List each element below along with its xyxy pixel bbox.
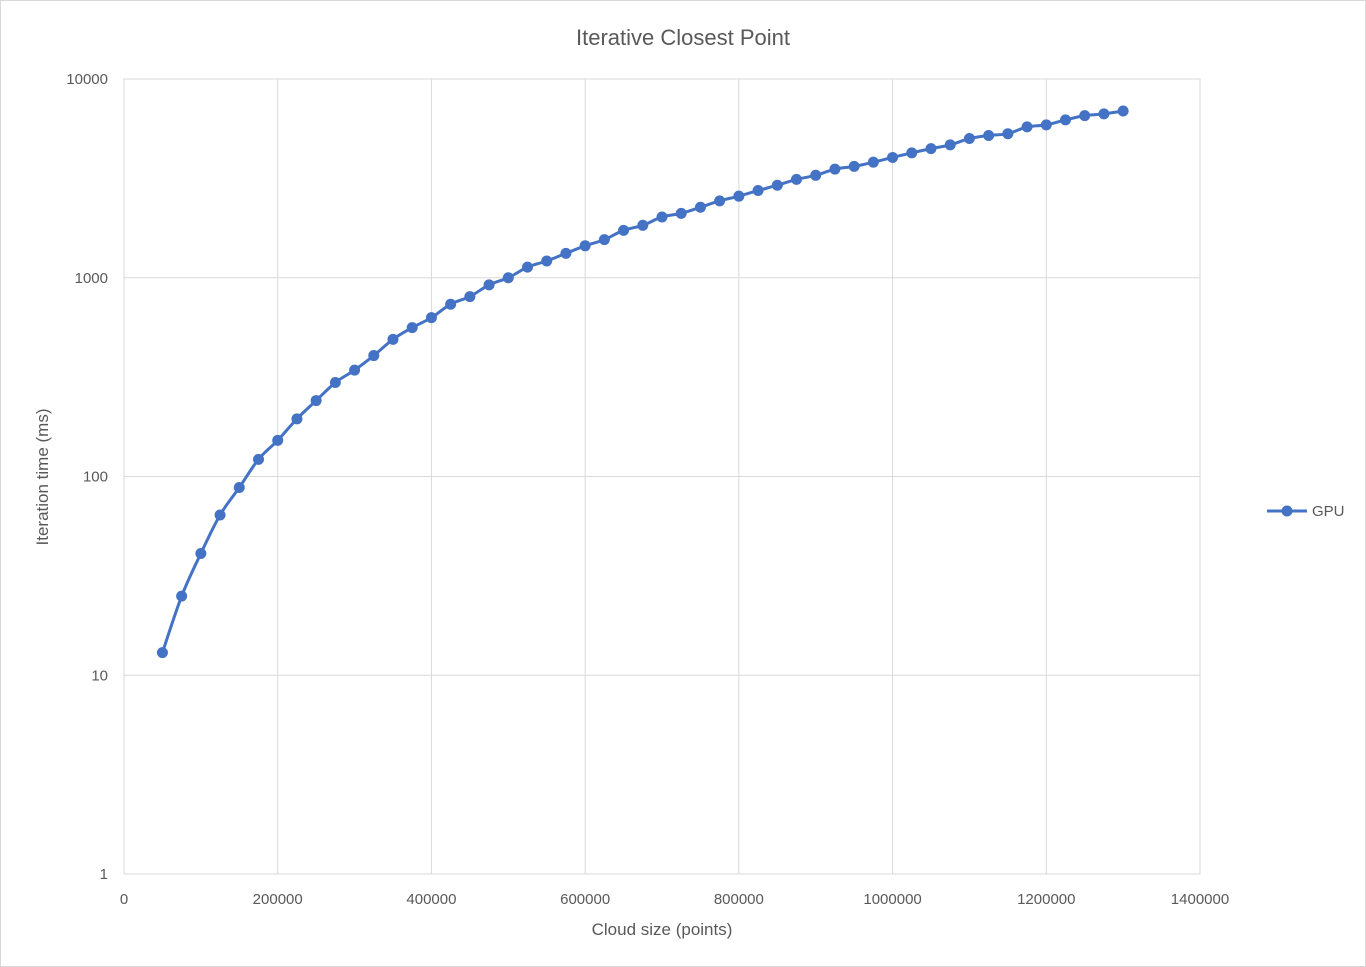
data-point [598, 234, 610, 246]
data-point [253, 453, 264, 465]
chart-title: Iterative Closest Point [576, 25, 790, 50]
data-point [156, 647, 168, 659]
x-tick-label: 600000 [560, 891, 610, 908]
data-point [406, 322, 418, 334]
grid-layer [123, 78, 1201, 875]
data-point [464, 291, 476, 303]
y-axis-title: Iteration time (ms) [33, 409, 52, 546]
y-tick-label: 10 [91, 667, 108, 684]
data-point [791, 173, 802, 185]
data-point [637, 219, 649, 231]
data-point [425, 312, 437, 324]
data-point [887, 151, 899, 163]
data-point [675, 207, 687, 219]
data-point [195, 547, 207, 559]
data-point [944, 139, 956, 151]
y-tick-label: 100 [83, 469, 108, 486]
data-point [906, 147, 918, 159]
data-point [291, 413, 303, 425]
data-point [387, 333, 399, 345]
x-tick-label: 1200000 [1017, 891, 1075, 908]
data-point [483, 279, 495, 291]
x-axis-title: Cloud size (points) [592, 920, 733, 939]
data-point [656, 211, 668, 223]
data-point [1117, 105, 1129, 117]
data-point [233, 482, 245, 494]
data-point [560, 247, 572, 259]
data-point [1040, 119, 1052, 131]
data-point [925, 143, 937, 155]
legend-label-gpu: GPU [1312, 503, 1345, 520]
data-point [1002, 128, 1014, 140]
series-layer [156, 105, 1129, 659]
data-point [272, 434, 284, 446]
data-point [733, 190, 745, 202]
data-point [502, 272, 514, 284]
data-point [810, 169, 822, 181]
legend: GPU [1267, 503, 1345, 520]
data-point [329, 377, 341, 389]
data-point [579, 240, 591, 252]
x-tick-label: 200000 [253, 891, 303, 908]
data-point [618, 224, 630, 236]
plot-area-border [123, 78, 1201, 875]
axis-labels-layer: 1 10 100 1000 10000 0 200000 400000 600000 800000… [66, 71, 1229, 908]
data-point [310, 395, 322, 407]
legend-marker-gpu [1281, 505, 1293, 517]
data-point [714, 195, 726, 207]
data-point [541, 255, 553, 267]
y-tick-label: 1000 [75, 270, 108, 287]
data-point [368, 350, 380, 362]
y-tick-label: 10000 [66, 71, 108, 88]
data-point [522, 261, 533, 273]
data-point [1021, 121, 1033, 133]
series-line-gpu [161, 109, 1124, 654]
x-tick-label: 1400000 [1171, 891, 1229, 908]
data-point [1079, 110, 1091, 122]
data-point [867, 156, 879, 168]
y-tick-label: 1 [100, 866, 108, 883]
data-point [771, 179, 783, 191]
data-point [1060, 114, 1071, 126]
x-tick-label: 1000000 [863, 891, 921, 908]
data-point [694, 201, 706, 213]
data-point [176, 590, 188, 602]
data-point [214, 509, 226, 521]
data-point [848, 160, 860, 172]
data-point [829, 163, 841, 175]
data-point [752, 185, 764, 197]
x-tick-label: 400000 [406, 891, 456, 908]
x-tick-label: 0 [120, 891, 128, 908]
x-tick-label: 800000 [714, 891, 764, 908]
data-point [983, 130, 995, 142]
data-point [1098, 108, 1110, 120]
data-point [445, 298, 457, 310]
data-point [349, 364, 361, 376]
data-point [963, 133, 975, 145]
